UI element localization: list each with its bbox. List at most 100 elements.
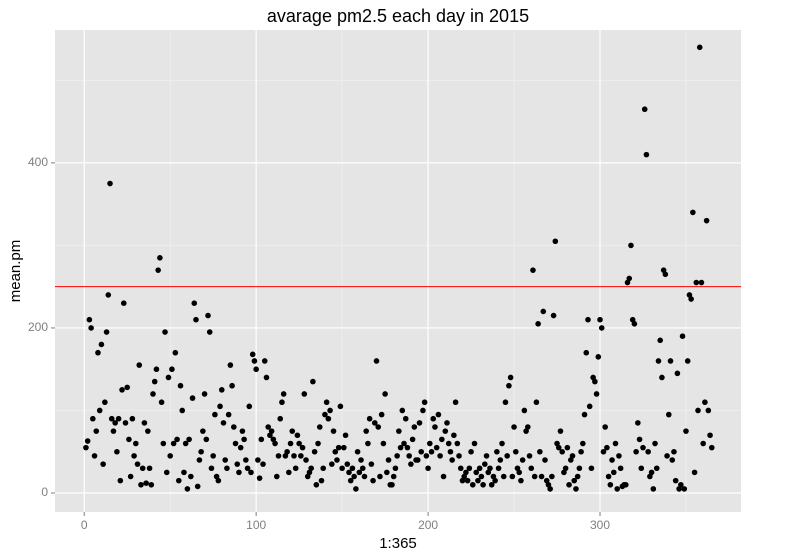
point [237,444,244,451]
point [690,209,696,216]
point [325,415,332,422]
point [396,428,402,434]
point [280,391,287,397]
point [358,457,364,463]
point [404,444,411,451]
point [466,465,473,472]
point [610,469,617,476]
point [277,415,284,422]
point [341,444,347,451]
point [380,440,387,447]
point [179,407,186,414]
point [160,440,167,447]
point [600,448,607,455]
point [141,420,148,426]
point [124,384,131,391]
point [95,349,101,356]
point [186,436,192,443]
point [279,399,285,406]
point [146,465,153,472]
point [406,453,412,459]
point [641,106,648,113]
point [370,477,376,484]
point [691,469,698,476]
point [569,453,576,459]
point [454,440,461,447]
y-tick-label: 200 [28,320,48,334]
point [243,457,249,463]
point [471,440,478,447]
point [468,448,474,455]
point [385,457,392,463]
point [562,465,569,472]
chart-title: avarage pm2.5 each day in 2015 [267,6,529,26]
point [588,465,595,472]
point [165,374,172,381]
point [145,428,151,434]
point [320,465,327,472]
point [210,453,216,459]
point [139,465,146,472]
point [138,481,144,488]
point [555,444,562,451]
point [378,411,385,418]
point [674,370,681,377]
point [261,358,268,364]
point [231,424,237,430]
point [394,453,400,459]
point [119,387,125,393]
point [244,465,251,472]
x-tick-label: 300 [590,518,610,532]
point [206,329,213,335]
point [215,477,222,484]
point [313,481,320,488]
point [88,325,94,331]
point [521,407,528,414]
point [531,473,538,480]
point [158,399,165,406]
point [662,271,669,278]
point [657,337,663,344]
point [655,358,662,364]
point [679,333,686,340]
point [652,440,658,447]
point [414,457,421,463]
point [365,440,371,447]
point [275,453,282,459]
point [664,453,670,459]
point [163,469,170,476]
point [586,403,593,410]
point [473,469,480,476]
point [502,399,509,406]
point [172,349,179,356]
point [547,486,553,492]
point [330,428,337,434]
point [272,440,278,447]
point [437,453,443,459]
point [564,444,571,451]
point [700,440,706,447]
point [263,374,270,381]
point [626,275,633,282]
point [449,457,455,463]
point [423,453,430,459]
point [550,312,557,319]
point [251,358,258,364]
point [540,308,547,315]
point [131,453,137,459]
point [102,399,108,406]
point [428,448,435,455]
point [339,465,345,472]
point [432,424,438,430]
point [643,151,650,158]
point [504,453,510,459]
point [347,477,354,484]
point [359,465,366,472]
point [509,473,516,480]
point [225,411,232,418]
point [193,316,199,323]
point [246,403,253,410]
point [218,387,225,393]
point [232,440,239,447]
point [433,444,440,451]
